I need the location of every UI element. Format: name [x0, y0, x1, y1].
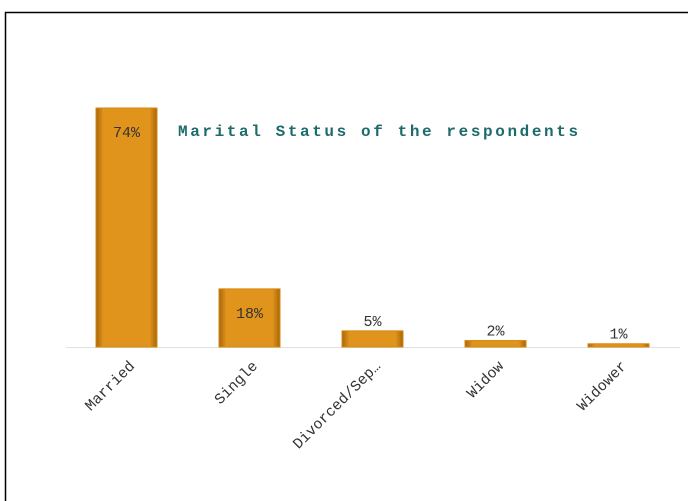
bar	[464, 340, 527, 348]
chart-title: Marital Status of the respondents	[178, 123, 581, 141]
bar	[587, 343, 650, 348]
bar	[218, 288, 281, 348]
value-label: 2%	[486, 324, 505, 341]
bar	[341, 330, 404, 348]
value-label: 5%	[363, 314, 382, 331]
value-label: 18%	[236, 306, 264, 323]
value-label: 1%	[609, 327, 628, 344]
value-label: 74%	[113, 125, 141, 142]
bar	[95, 107, 158, 348]
